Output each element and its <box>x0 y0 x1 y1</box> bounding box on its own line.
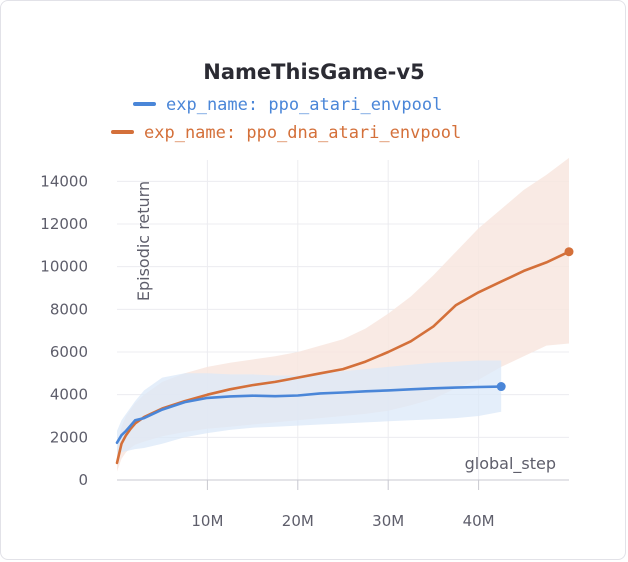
chart-title: NameThisGame-v5 <box>203 60 424 84</box>
series-line-1[interactable] <box>115 250 571 465</box>
y-tick-label: 0 <box>78 471 88 489</box>
y-tick-label: 4000 <box>50 386 88 404</box>
legend: exp_name: ppo_atari_envpool exp_name: pp… <box>111 95 461 143</box>
y-tick-label: 6000 <box>50 343 88 361</box>
axes: 0 2000 4000 6000 8000 10000 12000 14000 10M 20M 30… <box>40 172 569 530</box>
legend-label-series-0[interactable]: exp_name: ppo_atari_envpool <box>166 95 442 115</box>
x-tick-label: 40M <box>463 512 495 530</box>
series-line-0[interactable] <box>115 385 503 445</box>
series-endpoint-1[interactable] <box>564 247 574 257</box>
x-axis-label: global_step <box>465 454 556 474</box>
x-tick-label: 20M <box>282 512 314 530</box>
y-tick-label: 14000 <box>40 172 88 190</box>
y-tick-label: 10000 <box>40 258 88 276</box>
series-endpoint-0[interactable] <box>496 382 506 392</box>
y-tick-label: 2000 <box>50 428 88 446</box>
confidence-bands <box>117 157 569 472</box>
confidence-band-series-0 <box>117 360 502 455</box>
y-tick-label: 8000 <box>50 300 88 318</box>
y-axis-label: Episodic return <box>134 181 153 301</box>
x-tick-label: 10M <box>191 512 223 530</box>
x-tick-label: 30M <box>372 512 404 530</box>
y-tick-label: 12000 <box>40 215 88 233</box>
series-lines <box>115 247 574 465</box>
legend-label-series-1[interactable]: exp_name: ppo_dna_atari_envpool <box>144 123 461 143</box>
